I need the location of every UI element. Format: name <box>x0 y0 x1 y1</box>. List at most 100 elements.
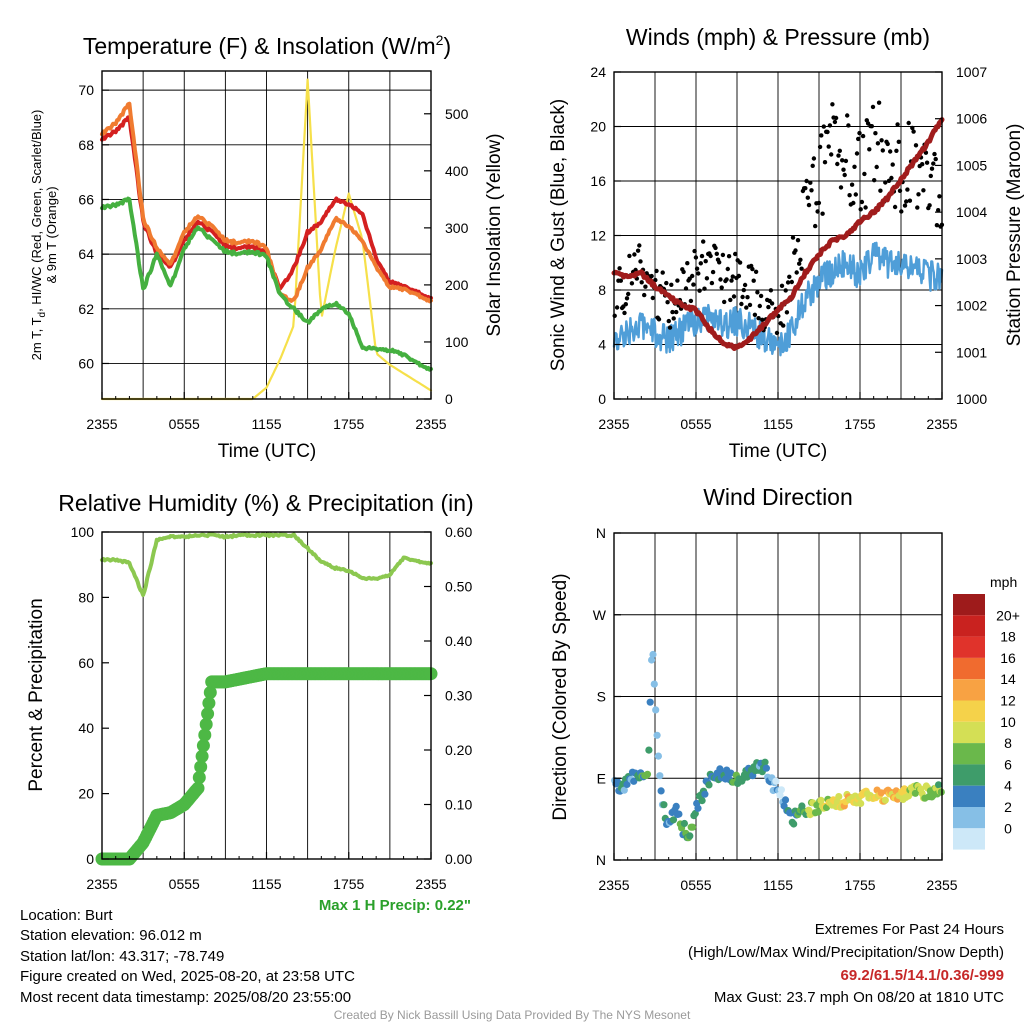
y-right-tick-label: 1001 <box>956 344 987 360</box>
gust-point <box>810 163 815 168</box>
y-left-tick-label: N <box>596 852 606 868</box>
x-tick-label: 0555 <box>169 876 200 892</box>
gust-point <box>768 288 774 293</box>
gust-point <box>744 305 749 310</box>
precip-point <box>191 781 205 795</box>
pressure-line <box>611 117 945 351</box>
y-right-tick-label: 400 <box>445 163 469 179</box>
x-tick-label: 1755 <box>844 416 875 432</box>
y-left-tick-label: S <box>597 689 606 705</box>
gust-point <box>752 312 758 317</box>
gust-point <box>690 273 695 279</box>
direction-point <box>689 823 697 831</box>
gust-point <box>883 180 888 185</box>
gust-point <box>757 303 762 309</box>
gust-point <box>694 266 700 271</box>
gust-point <box>795 238 801 243</box>
y-right-tick-label: 1007 <box>956 64 987 80</box>
x-tick-label: 2355 <box>415 416 446 432</box>
wind-direction-chart: Wind Direction 2355 0555 1155 1755 2355 N E S W N… <box>550 484 1020 893</box>
x-tick-label: 1155 <box>763 877 793 893</box>
direction-point <box>935 781 943 789</box>
gust-point <box>904 199 909 204</box>
gust-point <box>805 195 810 200</box>
gust-point <box>710 269 716 275</box>
humidity-precip-chart: Relative Humidity (%) & Precipitation (i… <box>26 490 474 892</box>
gust-point <box>808 180 813 185</box>
gust-point <box>851 200 856 206</box>
gust-point <box>635 248 641 253</box>
gust-point <box>867 147 872 152</box>
gust-point <box>836 153 841 158</box>
direction-point <box>620 786 628 794</box>
gust-point <box>931 161 936 166</box>
gust-point <box>755 290 760 295</box>
y-left-tick-label: 24 <box>590 64 606 80</box>
gust-point <box>654 268 659 274</box>
gust-point <box>872 178 877 183</box>
recent-data-text: Most recent data timestamp: 2025/08/20 2… <box>20 989 351 1006</box>
legend-label: 16 <box>1000 650 1016 666</box>
humidity-ticks: 2355 0555 1155 1755 2355 0 20 40 60 80 100 0.00 0.10… <box>71 524 473 892</box>
gust-point <box>737 260 743 265</box>
direction-point <box>776 791 784 799</box>
winds-chart-title: Winds (mph) & Pressure (mb) <box>626 24 930 50</box>
dewpoint-line <box>100 196 433 372</box>
insolation-ylabel-right: Solar Insolation (Yellow) <box>484 133 505 336</box>
legend-label: 10 <box>1000 714 1016 730</box>
x-tick-label: 1755 <box>844 877 875 893</box>
direction-point <box>857 799 865 808</box>
gust-point <box>847 193 852 198</box>
gust-point <box>785 280 791 285</box>
gust-point <box>811 156 817 161</box>
gust-point <box>937 194 942 199</box>
gust-point <box>614 305 620 310</box>
gust-point <box>915 205 920 210</box>
gust-point <box>742 282 748 288</box>
legend-label: 4 <box>1004 778 1012 794</box>
gust-point <box>756 316 761 321</box>
precip-point <box>194 760 208 774</box>
gust-point <box>708 253 713 259</box>
direction-point <box>817 796 825 805</box>
temperature-insolation-chart: Temperature (F) & Insolation (W/m2) 2355… <box>29 32 505 462</box>
gust-point <box>905 187 910 192</box>
gust-point <box>936 208 941 213</box>
gust-point <box>719 285 724 290</box>
direction-point <box>727 769 735 777</box>
gust-point <box>731 294 737 299</box>
direction-point <box>653 731 661 739</box>
legend-swatch <box>953 721 985 744</box>
gust-point <box>813 223 818 229</box>
gust-point <box>929 166 935 171</box>
y-left-tick-label: 100 <box>71 524 95 540</box>
gust-point <box>622 310 627 316</box>
y-right-tick-label: 1004 <box>956 204 987 220</box>
temperature-chart-title: Temperature (F) & Insolation (W/m2) <box>83 32 451 59</box>
gust-point <box>627 253 632 259</box>
gust-point <box>924 160 930 165</box>
direction-point <box>772 777 780 785</box>
gust-point <box>736 273 742 279</box>
direction-point <box>654 752 663 760</box>
gust-point <box>822 160 828 165</box>
gust-point <box>911 129 916 134</box>
gust-point <box>910 125 915 131</box>
gust-point <box>623 302 628 307</box>
gust-point <box>669 282 674 287</box>
legend-swatch <box>953 615 985 637</box>
y-right-tick-label: 1006 <box>956 111 987 127</box>
gust-point <box>642 292 647 298</box>
gust-point <box>714 251 719 256</box>
gust-point <box>693 255 699 260</box>
gust-point <box>753 269 759 274</box>
y-right-tick-label: 1000 <box>956 391 987 407</box>
y-right-tick-label: 1002 <box>956 298 987 314</box>
y-left-tick-label: 20 <box>590 119 606 135</box>
gust-point <box>899 209 904 214</box>
gust-point <box>885 141 890 147</box>
gust-point <box>933 156 938 162</box>
gust-point <box>934 223 940 228</box>
gust-point <box>890 162 895 167</box>
gust-point <box>858 207 863 212</box>
